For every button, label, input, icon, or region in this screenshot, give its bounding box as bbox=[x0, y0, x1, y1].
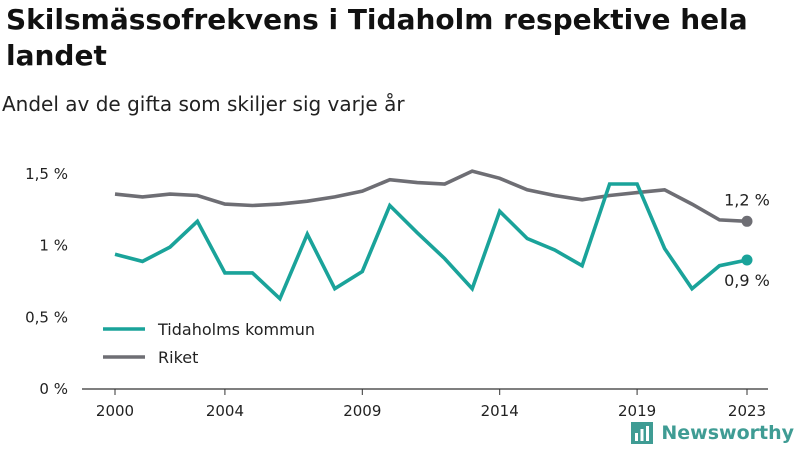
brand-name: Newsworthy bbox=[661, 422, 794, 444]
y-tick-label: 1,5 % bbox=[25, 165, 68, 183]
legend: Tidaholms kommun Riket bbox=[90, 316, 348, 374]
x-tick-label: 2009 bbox=[343, 402, 381, 420]
chart-subtitle: Andel av de gifta som skiljer sig varje … bbox=[2, 92, 405, 116]
x-tick-label: 2004 bbox=[206, 402, 244, 420]
legend-background bbox=[90, 316, 348, 374]
series-end-point bbox=[741, 215, 753, 227]
legend-label: Tidaholms kommun bbox=[157, 320, 315, 339]
y-tick-label: 1 % bbox=[39, 237, 68, 255]
y-tick-label: 0 % bbox=[39, 380, 68, 398]
x-tick-label: 2019 bbox=[618, 402, 656, 420]
x-tick-label: 2014 bbox=[481, 402, 519, 420]
series-end-label: 0,9 % bbox=[724, 271, 770, 290]
legend-label: Riket bbox=[158, 348, 198, 367]
series-end-label: 1,2 % bbox=[724, 190, 770, 209]
series-line-tidaholm bbox=[114, 182, 748, 302]
end-labels: 1,2 % 0,9 % bbox=[724, 190, 770, 290]
x-tick-label: 2023 bbox=[728, 402, 766, 420]
x-tick-label: 2000 bbox=[96, 402, 134, 420]
bar-chart-icon bbox=[631, 422, 654, 444]
series-line-riket bbox=[114, 169, 748, 224]
series-lines bbox=[114, 169, 753, 302]
x-axis: 2000 2004 2009 2014 2019 2023 bbox=[82, 388, 768, 420]
series-end-point bbox=[741, 254, 753, 266]
newsworthy-logo: Newsworthy bbox=[629, 420, 794, 446]
y-axis-labels: 0 % 0,5 % 1 % 1,5 % bbox=[25, 165, 68, 398]
y-tick-label: 0,5 % bbox=[25, 308, 68, 326]
chart-title: Skilsmässofrekvens i Tidaholm respektive… bbox=[6, 3, 748, 72]
